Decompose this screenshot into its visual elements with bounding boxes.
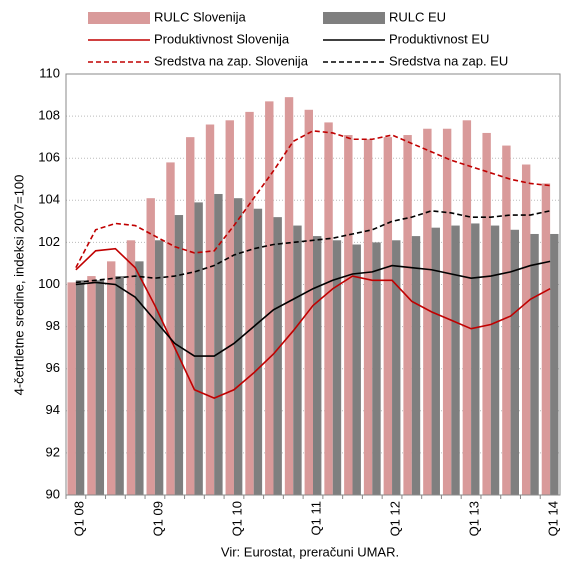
source-note: Vir: Eurostat, preračuni UMAR. <box>221 544 399 559</box>
y-tick-label: 98 <box>46 318 60 333</box>
bar <box>344 135 353 496</box>
bar <box>245 111 254 495</box>
bar <box>273 217 282 495</box>
y-tick-label: 96 <box>46 360 60 375</box>
bar <box>451 225 460 495</box>
x-tick-label: Q1 09 <box>150 501 165 536</box>
bar <box>284 97 294 495</box>
bar <box>332 240 342 495</box>
line <box>75 260 551 357</box>
bar <box>502 145 511 495</box>
x-tick-label: Q1 10 <box>229 501 244 536</box>
bar <box>225 120 234 495</box>
legend-label: RULC EU <box>389 9 446 24</box>
legend-label: RULC Slovenija <box>154 9 247 24</box>
bar <box>442 128 452 496</box>
y-axis-label: 4-četrtletne sredine, indeksi 2007=100 <box>11 175 26 396</box>
bar <box>293 225 302 495</box>
bar <box>95 280 105 495</box>
bar <box>87 276 96 495</box>
bar <box>115 276 124 495</box>
bar <box>352 244 361 495</box>
bar <box>471 223 480 495</box>
bar <box>205 124 215 496</box>
bar <box>135 261 144 495</box>
legend-label: Sredstva na zap. EU <box>389 53 508 68</box>
legend-swatch <box>323 12 385 24</box>
bar <box>383 137 393 495</box>
bar <box>431 227 440 496</box>
bar <box>107 261 116 495</box>
y-tick-label: 100 <box>38 276 60 291</box>
x-tick-label: Q1 14 <box>546 501 561 536</box>
bar <box>67 282 76 495</box>
y-tick-label: 92 <box>46 444 60 459</box>
bar <box>304 109 313 495</box>
x-tick-label: Q1 12 <box>387 501 402 536</box>
bar <box>146 198 155 495</box>
legend-label: Produktivnost Slovenija <box>154 31 290 46</box>
x-tick-label: Q1 11 <box>308 501 323 535</box>
line <box>75 210 551 284</box>
bar <box>233 198 243 495</box>
plot-frame <box>65 73 561 496</box>
line <box>75 247 551 400</box>
bar <box>363 139 373 495</box>
bar <box>462 120 472 495</box>
bar <box>411 236 421 495</box>
bar <box>75 280 85 495</box>
y-tick-label: 90 <box>46 486 60 501</box>
bar <box>324 122 333 495</box>
y-tick-label: 110 <box>39 65 60 80</box>
bar <box>403 135 412 496</box>
bar <box>482 132 491 495</box>
bar <box>154 240 164 495</box>
bar <box>392 240 401 495</box>
y-tick-label: 106 <box>38 150 60 165</box>
legend-label: Produktivnost EU <box>389 31 489 46</box>
y-tick-label: 104 <box>38 192 60 207</box>
line <box>75 130 551 269</box>
bar <box>186 137 195 495</box>
bar <box>372 242 381 495</box>
y-tick-label: 102 <box>38 234 60 249</box>
legend-label: Sredstva na zap. Slovenija <box>154 53 309 68</box>
bar <box>530 233 539 496</box>
bar <box>166 162 175 495</box>
bar <box>214 193 223 496</box>
y-tick-label: 94 <box>46 402 60 417</box>
bar <box>423 128 432 496</box>
bar <box>510 229 519 495</box>
bar <box>253 208 263 495</box>
bar <box>194 202 203 495</box>
x-tick-label: Q1 13 <box>467 501 482 536</box>
bar <box>550 233 559 496</box>
y-tick-label: 108 <box>38 108 60 123</box>
bar <box>490 225 500 495</box>
bar <box>521 164 531 495</box>
bar <box>126 240 136 495</box>
legend-swatch <box>88 12 150 24</box>
x-tick-label: Q1 08 <box>71 501 86 536</box>
bar <box>313 236 322 495</box>
bar <box>265 101 274 496</box>
bar <box>541 183 551 495</box>
